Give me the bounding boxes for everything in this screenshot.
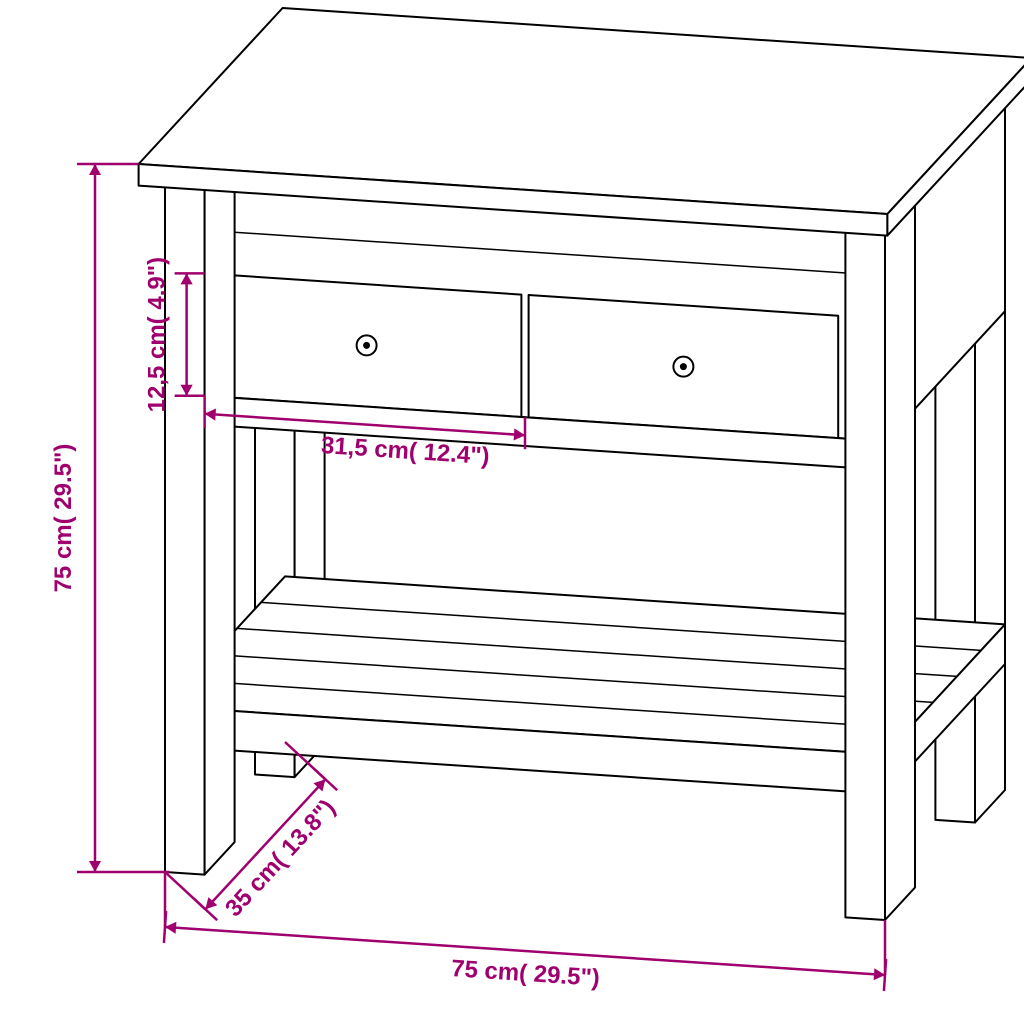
dim-width: 75 cm( 29.5") xyxy=(450,955,600,992)
dim-depth: 35 cm( 13.8") xyxy=(220,794,341,922)
dim-drawer-height: 12,5 cm( 4.9") xyxy=(144,257,171,412)
dim-height: 75 cm( 29.5") xyxy=(50,444,77,593)
